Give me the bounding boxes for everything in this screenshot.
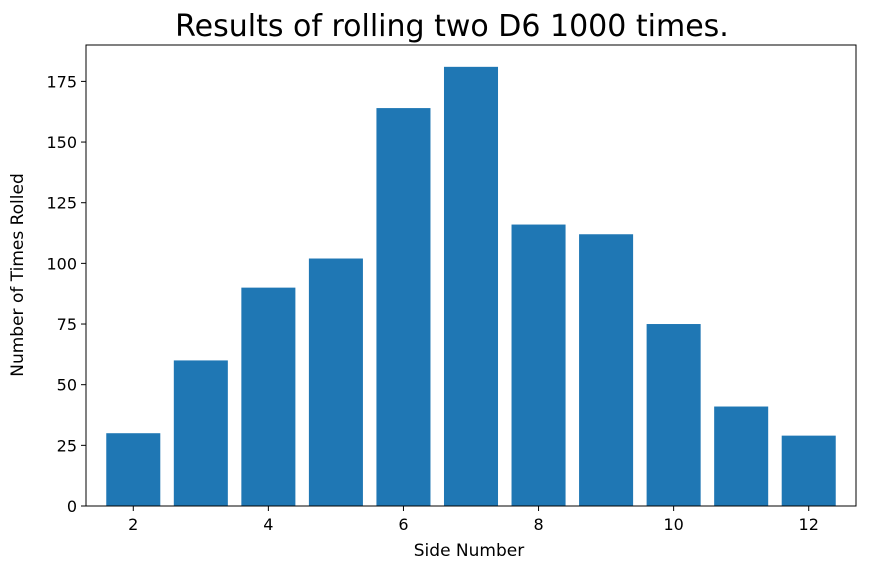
bar-9 bbox=[579, 234, 634, 506]
bar-6 bbox=[376, 108, 431, 506]
y-tick-label-25: 25 bbox=[57, 436, 77, 455]
bar-5 bbox=[308, 258, 363, 506]
y-tick-label-75: 75 bbox=[57, 315, 77, 334]
x-axis-ticks: 2 4 6 8 10 12 bbox=[128, 506, 819, 534]
x-tick-label-8: 8 bbox=[533, 515, 543, 534]
bar-7 bbox=[443, 66, 499, 506]
x-tick-label-4: 4 bbox=[263, 515, 273, 534]
bar-4 bbox=[241, 287, 296, 506]
x-tick-label-10: 10 bbox=[663, 515, 683, 534]
y-axis-ticks: 0 25 50 75 100 125 150 175 bbox=[46, 72, 86, 516]
bar-11 bbox=[714, 406, 769, 506]
bars-group bbox=[106, 66, 836, 506]
y-axis-label: Number of Times Rolled bbox=[8, 173, 28, 377]
y-tick-label-150: 150 bbox=[46, 133, 77, 152]
bar-8 bbox=[511, 224, 566, 506]
x-tick-label-2: 2 bbox=[128, 515, 138, 534]
bar-12 bbox=[781, 435, 836, 506]
x-tick-label-12: 12 bbox=[799, 515, 819, 534]
x-tick-label-6: 6 bbox=[398, 515, 408, 534]
x-axis-label: Side Number bbox=[414, 541, 524, 561]
chart-title: Results of rolling two D6 1000 times. bbox=[175, 9, 729, 44]
y-tick-label-125: 125 bbox=[46, 194, 77, 213]
bar-3 bbox=[173, 360, 228, 506]
bar-2 bbox=[106, 433, 161, 506]
y-tick-label-175: 175 bbox=[46, 72, 77, 91]
bar-10 bbox=[646, 324, 701, 506]
y-tick-label-100: 100 bbox=[46, 254, 77, 273]
y-tick-label-50: 50 bbox=[57, 376, 77, 395]
plot-frame bbox=[85, 44, 857, 507]
y-tick-label-0: 0 bbox=[67, 497, 77, 516]
